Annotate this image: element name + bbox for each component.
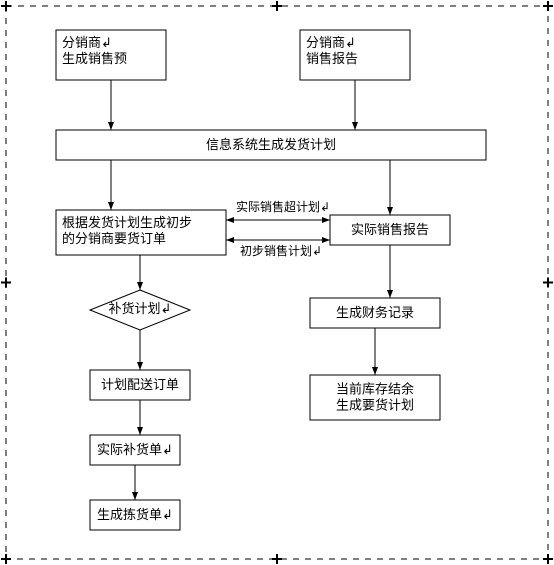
node-n4: 根据发货计划生成初步的分销商要货订单 <box>56 210 226 255</box>
node-n1: 分销商↲生成销售预 <box>56 30 166 80</box>
node-text: 生成销售预 <box>62 51 127 66</box>
node-text: 实际补货单↲ <box>97 442 173 457</box>
node-text: 补货计划↲ <box>109 301 172 316</box>
node-text: 生成财务记录 <box>336 305 414 320</box>
node-n11: 生成拣货单↲ <box>90 500 180 530</box>
node-n8: 计划配送订单 <box>90 370 190 400</box>
node-text: 销售报告 <box>306 51 358 66</box>
node-n9: 当前库存结余生成要货计划 <box>310 375 440 420</box>
node-n7: 生成财务记录 <box>310 298 440 328</box>
node-text: 信息系统生成发货计划 <box>206 137 336 152</box>
selection-border <box>6 6 548 559</box>
node-n6: 补货计划↲ <box>90 290 190 330</box>
node-text: 当前库存结余 <box>336 381 414 396</box>
edge-label: 实际销售超计划↲ <box>236 199 330 214</box>
node-n2: 分销商↲销售报告 <box>300 30 410 80</box>
node-text: 计划配送订单 <box>101 377 179 392</box>
node-text: 根据发货计划生成初步 <box>62 215 192 230</box>
node-text: 的分销商要货订单 <box>62 231 166 246</box>
node-text: 生成拣货单↲ <box>97 507 173 522</box>
node-n3: 信息系统生成发货计划 <box>56 130 486 160</box>
node-text: 分销商↲ <box>306 35 356 50</box>
edge-label: 初步销售计划↲ <box>240 243 322 258</box>
node-n5: 实际销售报告 <box>330 215 450 245</box>
node-text: 实际销售报告 <box>351 222 429 237</box>
node-text: 生成要货计划 <box>336 397 414 412</box>
node-text: 分销商↲ <box>62 35 112 50</box>
node-n10: 实际补货单↲ <box>90 435 180 465</box>
